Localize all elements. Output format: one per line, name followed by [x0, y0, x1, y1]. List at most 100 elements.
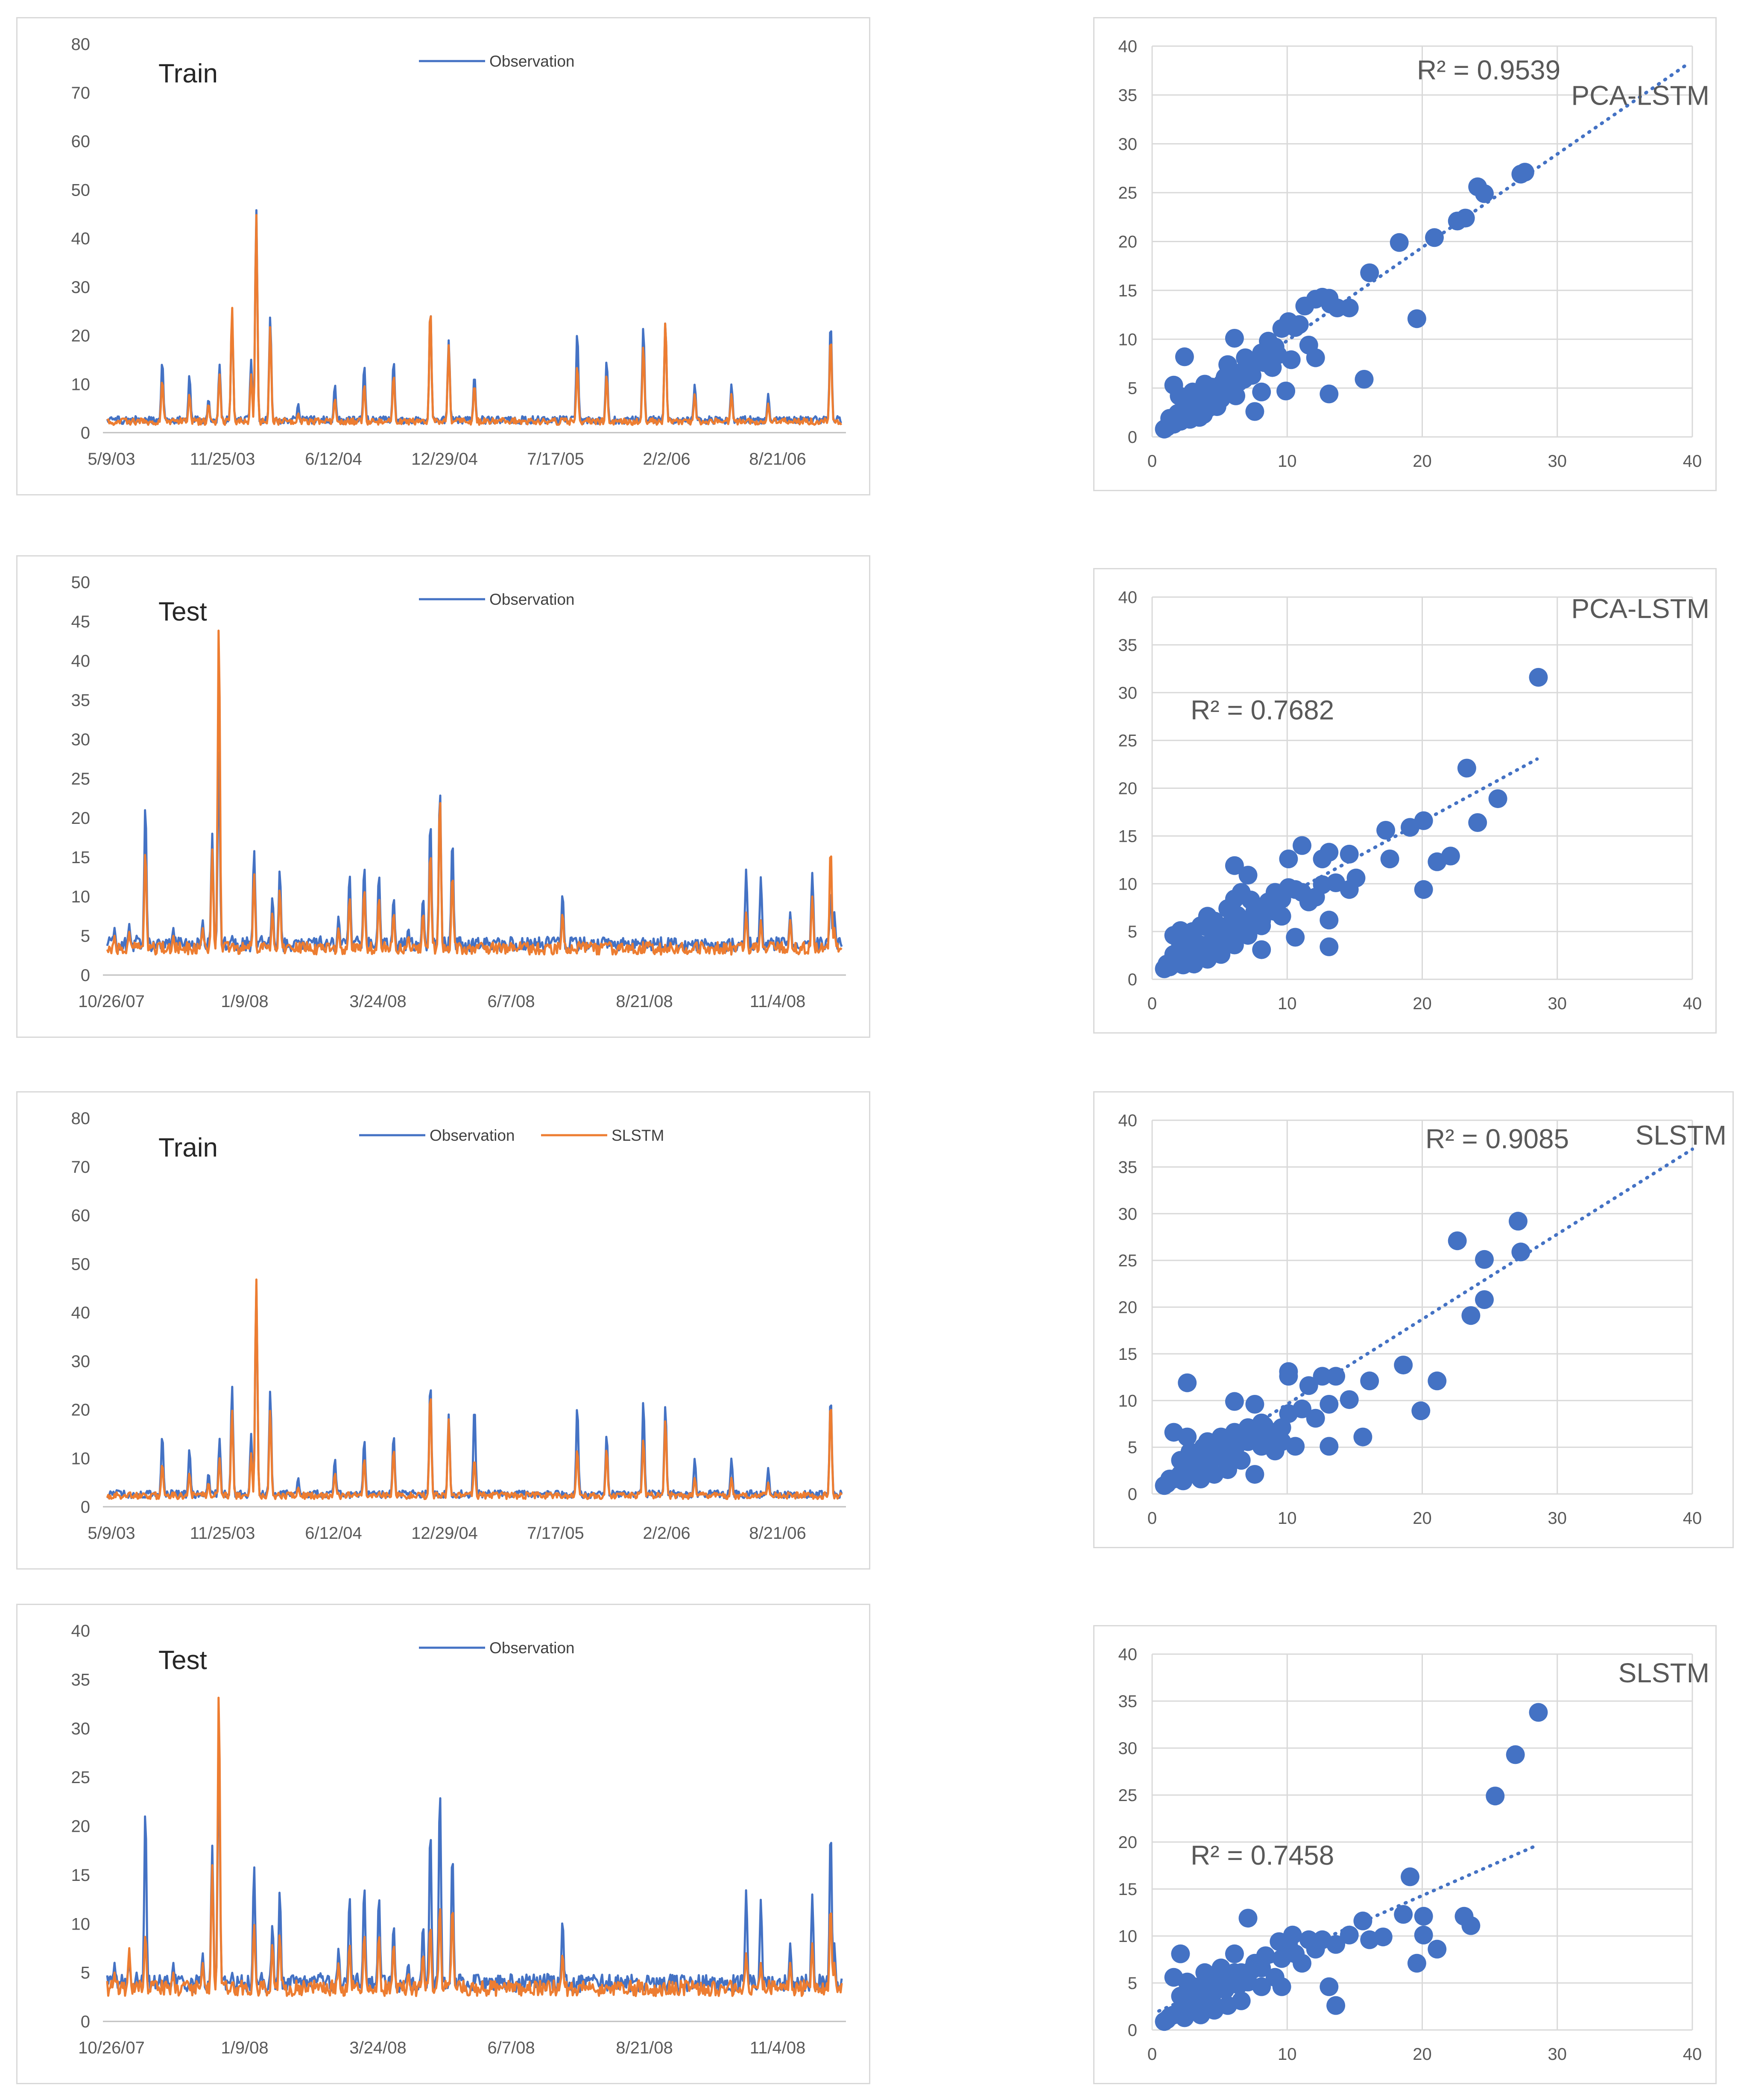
y-tick-label: 30: [71, 1352, 91, 1371]
scatter-point: [1475, 1290, 1494, 1309]
x-tick-label: 20: [1413, 1509, 1432, 1528]
scatter-point: [1241, 1426, 1260, 1445]
y-tick-label: 60: [71, 1207, 91, 1225]
y-tick-label: 25: [71, 1768, 91, 1787]
test-scatter-chart-pca: 0 5 10 15 20 25 30 35 40 0 10 20 30 40 R² = 0.7682 PCA-…: [1118, 588, 1710, 1013]
scatter-point: [1173, 1471, 1193, 1491]
scatter-point: [1509, 1212, 1527, 1231]
series-line-observation: [106, 1744, 843, 1993]
scatter-point: [1238, 866, 1258, 885]
scatter-point: [1468, 813, 1487, 832]
scatter-point: [1340, 880, 1359, 899]
y-tick-label: 25: [71, 770, 91, 788]
scatter-point: [1178, 1373, 1197, 1392]
series-line-model: [106, 1696, 843, 1997]
x-tick-label: 30: [1548, 1509, 1567, 1528]
x-tick-label: 10: [1278, 2045, 1297, 2064]
y-tick-label: 40: [1118, 37, 1138, 56]
y-tick-label: 40: [71, 1622, 91, 1640]
test-scatter-panel-pca: 0 5 10 15 20 25 30 35 40 0 10 20 30 40 R² = 0.7682 PCA-…: [1093, 568, 1717, 1034]
x-tick-label: 2/2/06: [643, 1524, 690, 1543]
y-tick-label: 40: [71, 652, 91, 671]
y-tick-label: 30: [71, 1719, 91, 1738]
y-tick-label: 35: [71, 691, 91, 710]
y-tick-label: 50: [71, 181, 91, 199]
y-tick-label: 30: [1118, 135, 1138, 154]
y-tick-label: 20: [1118, 233, 1138, 252]
legend-label: Observation: [489, 1639, 575, 1657]
x-tick-label: 6/7/08: [487, 992, 535, 1011]
scatter-point: [1299, 892, 1318, 911]
y-tick-label: 20: [1118, 1298, 1138, 1317]
scatter-point: [1475, 1250, 1494, 1269]
y-tick-label: 15: [1118, 827, 1138, 846]
y-tick-label: 10: [1118, 1391, 1138, 1410]
scatter-point: [1355, 370, 1374, 389]
y-tick-label: 5: [81, 927, 90, 946]
y-tick-label: 15: [1118, 1880, 1138, 1899]
x-tick-label: 5/9/03: [88, 450, 135, 469]
scatter-point: [1286, 928, 1305, 947]
y-tick-label: 40: [1118, 1111, 1138, 1130]
x-tick-label: 40: [1683, 452, 1702, 471]
y-tick-label: 30: [1118, 684, 1138, 703]
test-scatter-chart-slstm: 0 5 10 15 20 25 30 35 40 0 10 20 30 40 R² = 0.7458 SLST…: [1118, 1645, 1710, 2064]
scatter-point: [1229, 1975, 1248, 1995]
y-tick-label: 70: [71, 1158, 91, 1177]
x-tick-label: 11/25/03: [190, 1524, 255, 1543]
series-line-model: [106, 214, 843, 426]
scatter-point: [1183, 382, 1202, 401]
scatter-point: [1360, 1371, 1379, 1391]
r-squared-label: R² = 0.9085: [1425, 1124, 1569, 1154]
y-tick-label: 10: [1118, 330, 1138, 349]
y-tick-label: 30: [71, 730, 91, 749]
y-tick-label: 10: [71, 1915, 91, 1933]
scatter-point: [1225, 329, 1244, 348]
scatter-point: [1180, 1442, 1200, 1462]
scatter-point: [1240, 361, 1259, 380]
scatter-point: [1380, 849, 1399, 869]
y-tick-label: 45: [71, 612, 91, 631]
x-tick-label: 6/7/08: [487, 2038, 535, 2057]
model-label: PCA-LSTM: [1571, 593, 1709, 624]
scatter-point: [1225, 1944, 1244, 1963]
x-tick-label: 7/17/05: [527, 1524, 584, 1543]
y-tick-label: 0: [1128, 970, 1137, 989]
scatter-point: [1425, 228, 1444, 247]
scatter-point: [1175, 347, 1194, 366]
y-tick-label: 0: [81, 2012, 90, 2031]
x-tick-label: 8/21/08: [616, 2038, 673, 2057]
y-tick-label: 35: [1118, 636, 1138, 655]
scatter-point: [1228, 906, 1247, 925]
y-tick-label: 35: [1118, 1158, 1138, 1177]
x-tick-label: 12/29/04: [411, 450, 478, 469]
scatter-point: [1456, 208, 1475, 228]
y-tick-label: 0: [1128, 1485, 1137, 1504]
scatter-point: [1320, 289, 1339, 308]
x-tick-label: 8/21/06: [749, 450, 806, 469]
y-tick-label: 60: [71, 132, 91, 151]
scatter-point: [1238, 1909, 1258, 1928]
scatter-point: [1214, 1448, 1233, 1467]
scatter-point: [1293, 1954, 1311, 1973]
x-tick-label: 8/21/08: [616, 992, 673, 1011]
y-tick-label: 80: [71, 35, 91, 54]
scatter-point: [1411, 1401, 1431, 1421]
x-tick-label: 11/4/08: [750, 992, 806, 1011]
scatter-point: [1279, 849, 1298, 869]
y-tick-label: 0: [1128, 428, 1137, 447]
scatter-point: [1401, 1867, 1419, 1886]
scatter-point: [1407, 1954, 1426, 1973]
y-tick-label: 25: [1118, 184, 1138, 202]
model-label: SLSTM: [1618, 1658, 1709, 1688]
y-tick-label: 35: [71, 1670, 91, 1689]
x-tick-label: 10: [1278, 1509, 1297, 1528]
y-tick-label: 5: [1128, 1438, 1137, 1457]
scatter-point: [1340, 299, 1359, 317]
x-tick-label: 20: [1413, 2045, 1432, 2064]
scatter-point: [1529, 668, 1548, 687]
x-tick-label: 6/12/04: [305, 1524, 362, 1543]
scatter-point: [1272, 1949, 1291, 1968]
scatter-point: [1320, 911, 1339, 930]
legend-label: Observation: [430, 1127, 515, 1144]
